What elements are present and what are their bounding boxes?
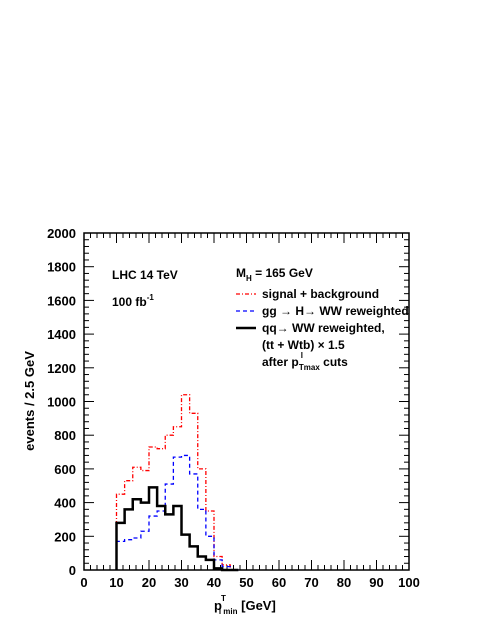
legend-label-ggH: gg → H→ WW reweighted	[262, 304, 409, 318]
series-line-3	[115, 486, 239, 572]
x-tick-label: 60	[272, 575, 286, 590]
y-tick-label: 0	[69, 563, 76, 578]
series-line-1	[115, 394, 239, 571]
y-tick-labels: 0 200 400 600 800 1000 1200 1400 1600 1800 2000	[47, 226, 76, 578]
y-tick-label: 800	[54, 428, 76, 443]
collider-label: LHC 14 TeV	[112, 268, 178, 282]
x-tick-label: 20	[142, 575, 156, 590]
x-tick-label: 70	[304, 575, 318, 590]
y-tick-label: 1600	[47, 293, 76, 308]
x-tick-labels: 0 10 20 30 40 50 60 70 80 90 100	[80, 575, 419, 590]
series-line-2	[115, 454, 239, 571]
legend-label-qqWW: qq→ WW reweighted,	[262, 321, 385, 335]
y-tick-label: 1400	[47, 327, 76, 342]
x-tick-label: 100	[398, 575, 420, 590]
x-axis-title: pT l min [GeV]	[214, 594, 276, 616]
higgs-mass-label: MH = 165 GeV	[236, 266, 313, 283]
y-tick-label: 1200	[47, 361, 76, 376]
axis-ticks	[83, 232, 410, 571]
y-axis-title: events / 2.5 GeV	[22, 351, 37, 451]
y-tick-label: 200	[54, 529, 76, 544]
y-tick-label: 2000	[47, 226, 76, 241]
lumi-label: 100 fb-1	[112, 293, 154, 309]
y-tick-label: 600	[54, 462, 76, 477]
x-tick-label: 0	[80, 575, 87, 590]
series-layer	[115, 394, 239, 572]
plot-frame	[83, 232, 410, 571]
y-tick-label: 400	[54, 496, 76, 511]
x-tick-label: 50	[239, 575, 253, 590]
y-tick-label: 1000	[47, 395, 76, 410]
legend-label-cuts: after p l Tmax cuts	[262, 351, 348, 372]
x-tick-label: 80	[337, 575, 351, 590]
x-tick-label: 90	[369, 575, 383, 590]
x-tick-label: 40	[207, 575, 221, 590]
x-tick-label: 30	[174, 575, 188, 590]
y-tick-label: 1800	[47, 260, 76, 275]
legend-label-tt: (tt + Wtb) × 1.5	[262, 338, 345, 352]
legend: signal + background gg → H→ WW reweighte…	[236, 287, 409, 372]
legend-label-signal: signal + background	[262, 287, 379, 301]
x-tick-label: 10	[109, 575, 123, 590]
